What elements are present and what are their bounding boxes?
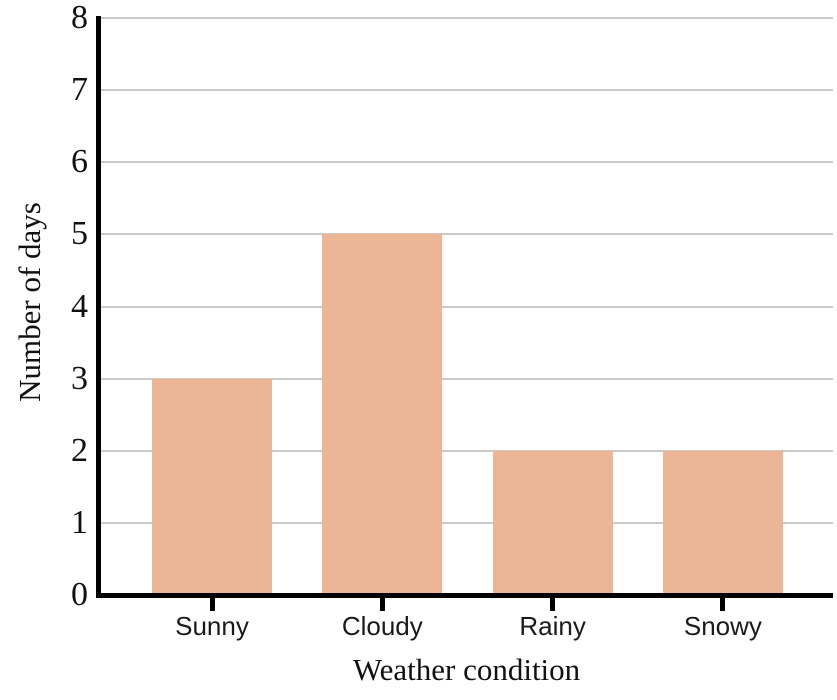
- x-category-label-rainy: Rainy: [519, 611, 586, 641]
- y-tick-label-5: 5: [71, 215, 88, 253]
- x-tick-mark-rainy: [550, 598, 556, 611]
- y-tick-label-2: 2: [71, 431, 88, 469]
- y-tick-label-3: 3: [71, 359, 88, 397]
- x-axis-line: [96, 593, 833, 598]
- y-tick-label-0: 0: [71, 576, 88, 613]
- y-tick-label-1: 1: [71, 503, 88, 541]
- y-tick-label-6: 6: [71, 143, 88, 181]
- y-axis-line: [96, 16, 101, 598]
- y-gridline-2: [100, 449, 833, 452]
- y-gridline-6: [100, 161, 833, 164]
- x-category-label-cloudy: Cloudy: [341, 611, 423, 641]
- bar-sunny: [152, 378, 272, 595]
- x-tick-mark-sunny: [209, 598, 215, 611]
- y-gridline-7: [100, 89, 833, 92]
- y-axis-title: Number of days: [12, 202, 47, 402]
- bar-snowy: [662, 450, 783, 595]
- y-tick-label-8: 8: [71, 0, 88, 36]
- x-category-label-snowy: Snowy: [683, 611, 762, 641]
- x-axis-title: Weather condition: [352, 652, 581, 687]
- y-gridline-4: [100, 305, 833, 308]
- x-category-label-sunny: Sunny: [175, 611, 249, 641]
- y-gridline-8: [100, 17, 833, 19]
- x-tick-mark-cloudy: [379, 598, 385, 611]
- bar-rainy: [492, 450, 613, 595]
- y-tick-label-4: 4: [71, 287, 88, 325]
- bar-cloudy: [322, 234, 443, 595]
- y-gridline-5: [100, 233, 833, 236]
- x-tick-mark-snowy: [720, 598, 726, 611]
- y-tick-label-7: 7: [71, 71, 88, 109]
- y-gridline-3: [100, 377, 833, 380]
- y-gridline-1: [100, 521, 833, 524]
